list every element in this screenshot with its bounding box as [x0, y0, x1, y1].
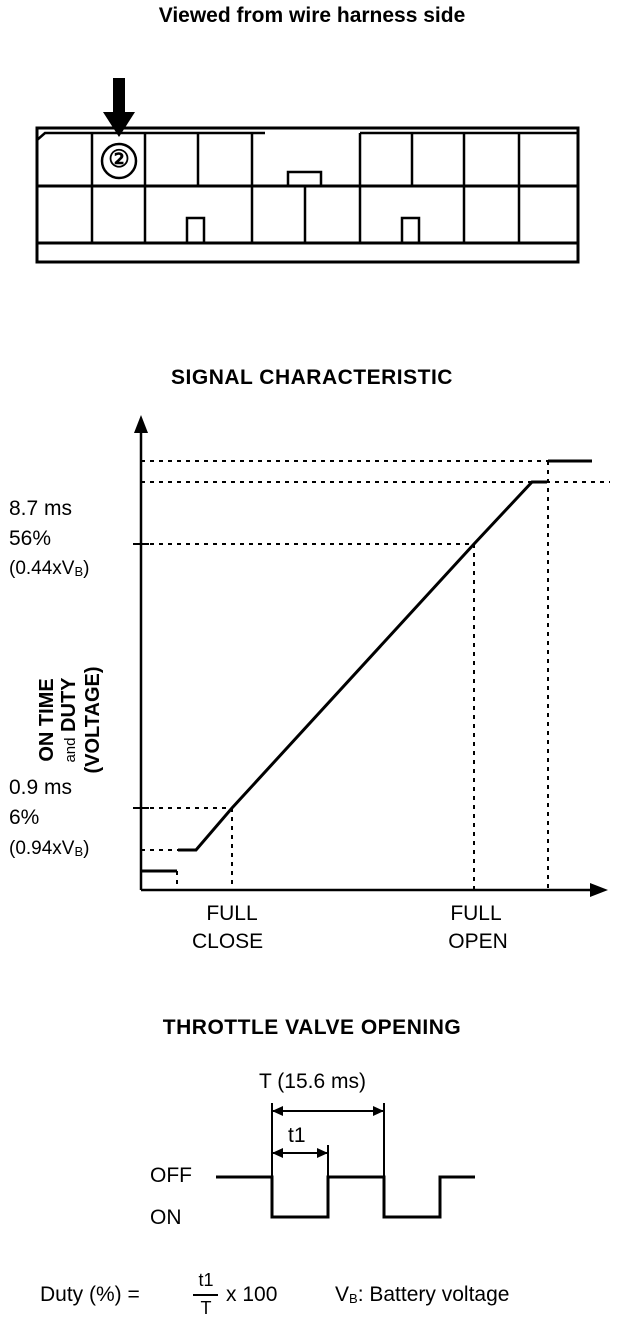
pulse-diagram [193, 1103, 475, 1296]
connector-key-left [185, 216, 206, 243]
x-axis-title: THROTTLE VALVE OPENING [162, 1016, 462, 1039]
reference-lines [141, 460, 610, 890]
pointer-arrow [103, 78, 135, 137]
y-axis-title-line3: (VOLTAGE) [82, 666, 104, 774]
x-tick-full-close-2: CLOSE [192, 930, 264, 953]
formula-numerator: t1 [198, 1270, 214, 1290]
y-axis-title-line1: ON TIME [36, 678, 58, 762]
t1-label: t1 [288, 1124, 306, 1147]
y-axis-title: ON TIME and DUTY (VOLTAGE) [36, 666, 104, 773]
on-label: ON [150, 1206, 182, 1229]
formula-lhs: Duty (%) = [40, 1283, 140, 1306]
period-label: T (15.6 ms) [259, 1070, 366, 1093]
characteristic-curve [178, 480, 547, 852]
y-axis-title-and: and [62, 737, 79, 763]
connector-key-right [400, 216, 421, 243]
y-low-voltage: (0.94xVB) [9, 838, 90, 859]
x-tick-full-close-1: FULL [206, 902, 258, 925]
view-caption: Viewed from wire harness side [158, 4, 466, 27]
y-high-time: 8.7 ms [9, 497, 73, 520]
pulse-waveform [216, 1175, 475, 1219]
x-tick-full-open-2: OPEN [448, 930, 508, 953]
pin-number: ② [108, 146, 130, 173]
x-tick-full-open-1: FULL [450, 902, 502, 925]
formula-denominator: T [200, 1298, 212, 1318]
signal-chart [133, 415, 610, 897]
connector-outline [35, 126, 580, 264]
y-low-time: 0.9 ms [9, 776, 73, 799]
off-label: OFF [150, 1164, 192, 1187]
formula-rhs: x 100 [226, 1283, 278, 1306]
x-axis-arrowhead [590, 883, 608, 897]
y-high-voltage: (0.44xVB) [9, 558, 90, 579]
y-axis-arrowhead [134, 415, 148, 433]
chart-title: SIGNAL CHARACTERISTIC [171, 366, 453, 389]
connector-latch [286, 170, 323, 186]
battery-voltage-note: VB: Battery voltage [335, 1283, 510, 1306]
pin-circle [100, 142, 138, 180]
connector-diagram [35, 126, 580, 264]
y-axis-title-line2: DUTY [58, 677, 80, 732]
y-high-duty: 56% [9, 527, 52, 550]
y-low-duty: 6% [9, 806, 40, 829]
